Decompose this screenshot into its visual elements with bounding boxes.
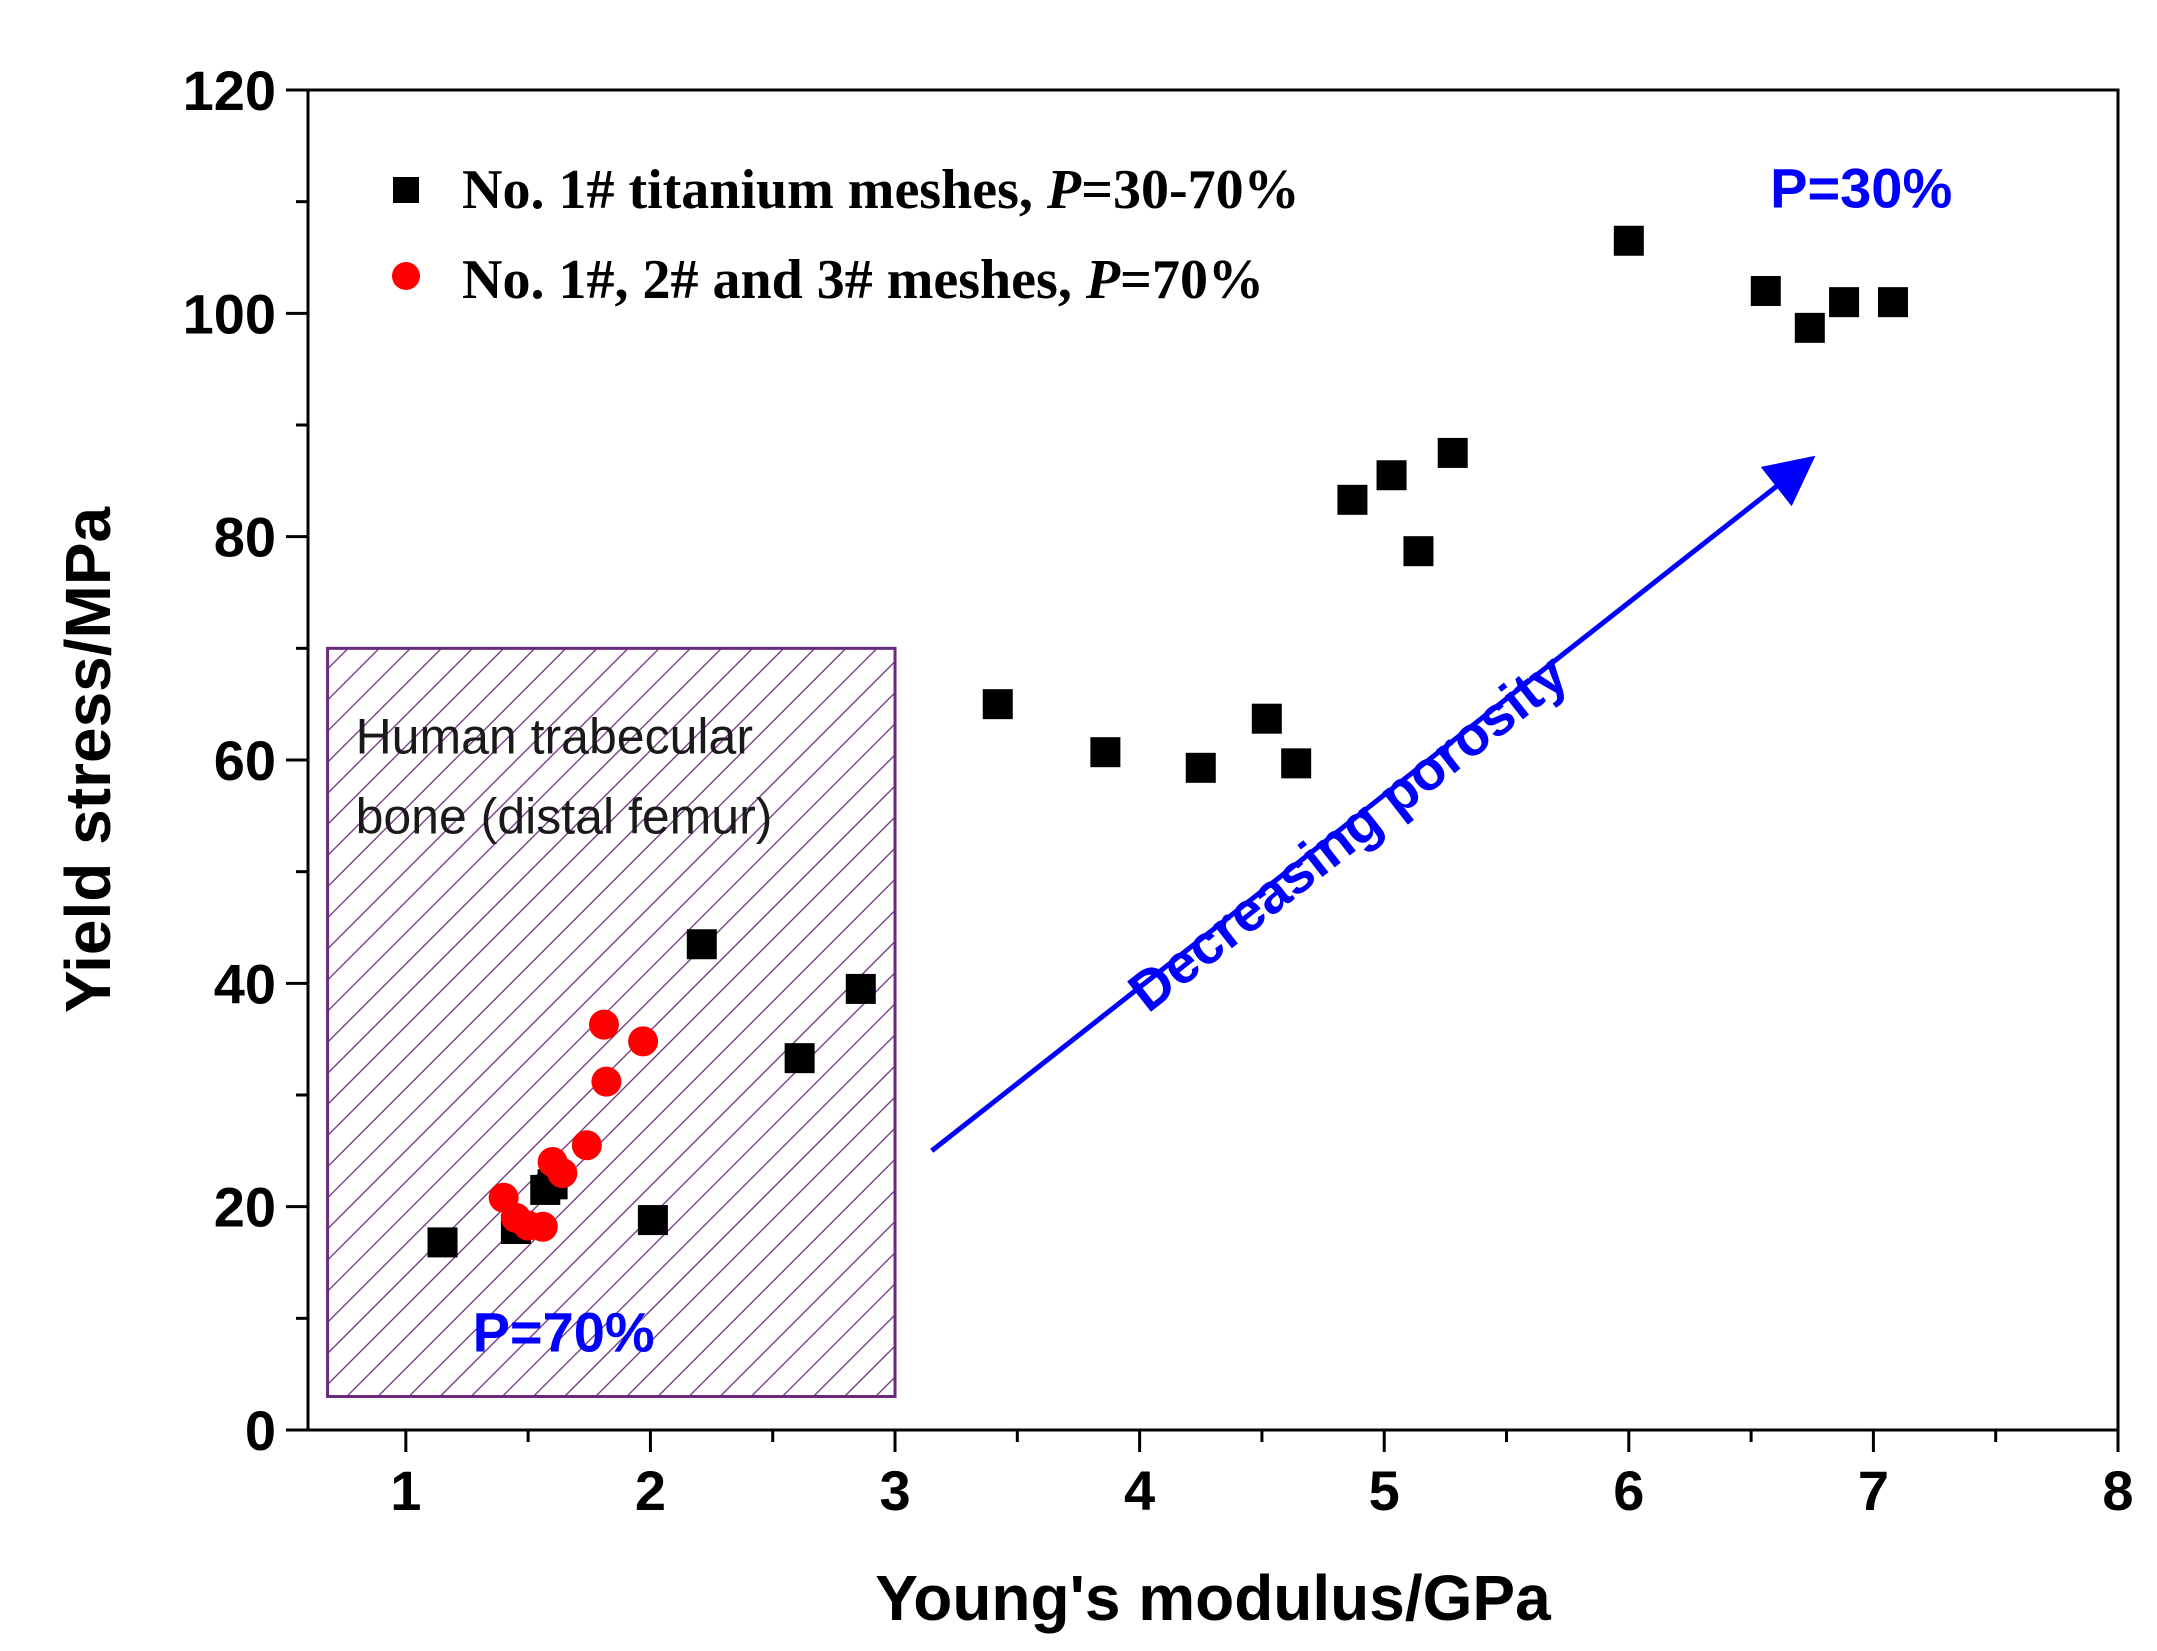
- data-point-square: [1090, 737, 1121, 768]
- y-tick-label: 40: [214, 952, 276, 1015]
- region-label-line-1: Human trabecular: [356, 708, 753, 764]
- x-tick-label: 4: [1124, 1459, 1155, 1522]
- data-point-square: [637, 1205, 668, 1236]
- region-porosity-label: P=70%: [473, 1301, 655, 1364]
- decreasing-porosity-label: Decreasing porosity: [1116, 641, 1578, 1023]
- data-point-square: [845, 973, 876, 1004]
- y-axis-ticks: 0 20 40 60 80 100 120: [183, 59, 308, 1462]
- data-point-square: [427, 1227, 458, 1258]
- x-tick-label: 7: [1858, 1459, 1889, 1522]
- x-tick-label: 8: [2102, 1459, 2133, 1522]
- x-tick-label: 1: [390, 1459, 421, 1522]
- data-point-square: [1403, 536, 1434, 567]
- x-axis-ticks: 1 2 3 4 5 6 7 8: [390, 1430, 2134, 1522]
- data-point-square: [1750, 276, 1781, 306]
- data-point-square: [1251, 703, 1282, 734]
- data-point-square: [1877, 287, 1908, 318]
- x-axis-title: Young's modulus/GPa: [875, 1562, 1551, 1634]
- y-tick-label: 100: [183, 282, 276, 345]
- legend-square-marker: [393, 177, 419, 203]
- data-point-circle: [571, 1130, 602, 1161]
- decreasing-porosity-arrow: [930, 455, 1816, 1153]
- legend-label-circles: No. 1#, 2# and 3# meshes, P=70%: [462, 249, 1264, 311]
- data-point-circle: [591, 1066, 622, 1097]
- data-point-square: [1376, 460, 1407, 491]
- data-point-circle: [547, 1158, 578, 1189]
- x-tick-label: 2: [635, 1459, 666, 1522]
- end-porosity-label: P=30%: [1770, 156, 1952, 219]
- legend-label-squares: No. 1# titanium meshes, P=30-70%: [462, 159, 1300, 221]
- y-tick-label: 20: [214, 1176, 276, 1239]
- x-tick-label: 5: [1369, 1459, 1400, 1522]
- legend-circle-marker: [392, 262, 420, 290]
- data-point-circle: [588, 1009, 619, 1040]
- data-point-square: [1281, 748, 1312, 779]
- data-point-square: [1185, 752, 1216, 783]
- data-point-square: [686, 929, 717, 960]
- x-tick-label: 3: [879, 1459, 910, 1522]
- data-point-circle: [628, 1026, 659, 1057]
- y-tick-label: 120: [183, 59, 276, 122]
- region-label-line-2: bone (distal femur): [356, 788, 773, 844]
- data-point-square: [1337, 484, 1368, 515]
- y-axis-title: Yield stress/MPa: [52, 506, 124, 1013]
- data-point-circle: [527, 1211, 558, 1242]
- data-point-square: [1829, 287, 1860, 318]
- data-point-square: [784, 1043, 815, 1074]
- y-tick-label: 80: [214, 506, 276, 569]
- data-point-square: [982, 689, 1013, 720]
- y-tick-label: 0: [245, 1399, 276, 1462]
- legend: No. 1# titanium meshes, P=30-70% No. 1#,…: [392, 159, 1300, 311]
- data-point-square: [1794, 312, 1825, 343]
- data-point-square: [1613, 225, 1644, 256]
- data-point-square: [1437, 437, 1468, 468]
- series-meshes-p70: [488, 1009, 659, 1242]
- y-tick-label: 60: [214, 729, 276, 792]
- x-tick-label: 6: [1613, 1459, 1644, 1522]
